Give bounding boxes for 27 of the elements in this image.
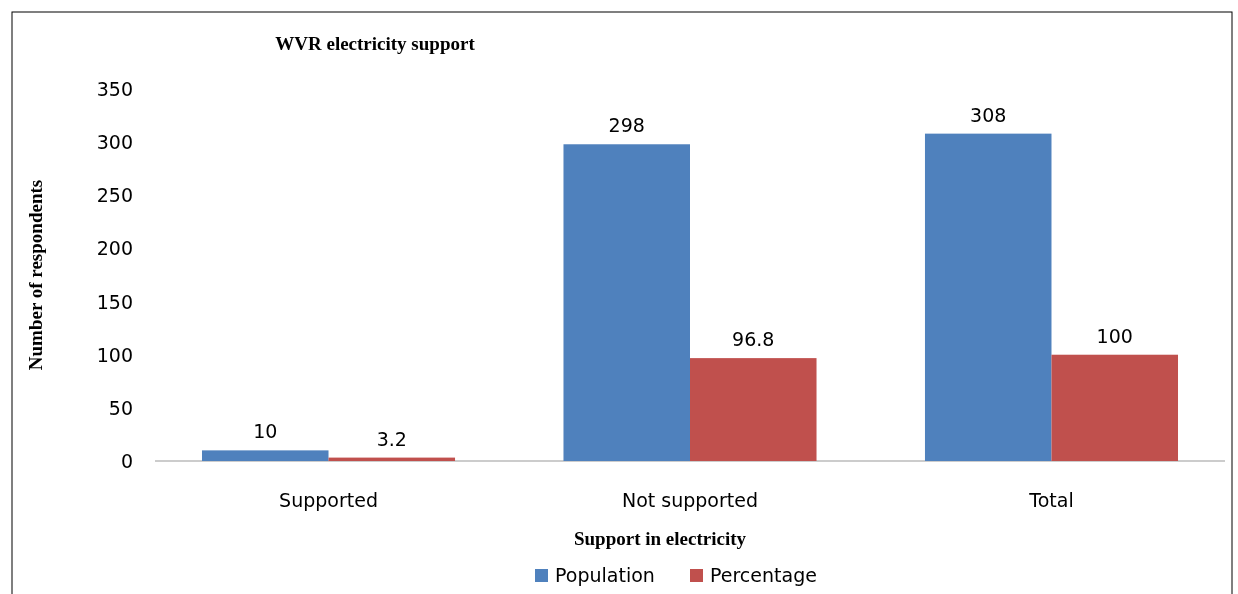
bar: [924, 133, 1052, 461]
y-tick-label: 350: [96, 78, 133, 100]
chart-title: WVR electricity support: [275, 33, 476, 54]
data-label: 298: [608, 114, 645, 137]
y-tick-label: 50: [108, 396, 133, 419]
y-tick-label: 0: [120, 450, 133, 472]
bar: [201, 450, 329, 461]
bar: [1051, 354, 1179, 461]
data-label: 308: [970, 103, 1007, 126]
y-tick-label: 200: [96, 237, 133, 260]
bar: [563, 144, 690, 461]
y-tick-label: 100: [96, 343, 133, 366]
data-label: 10: [253, 420, 278, 443]
y-tick-label: 250: [96, 184, 133, 207]
data-label: 96.8: [732, 328, 775, 351]
x-tick-label: Total: [1028, 489, 1074, 511]
x-axis-title: Support in electricity: [573, 528, 747, 549]
legend-label: Percentage: [710, 564, 817, 586]
y-tick-label: 300: [96, 131, 133, 154]
x-tick-label: Supported: [279, 489, 378, 511]
y-axis-title: Number of respondents: [25, 179, 46, 371]
x-tick-label: Not supported: [621, 489, 759, 511]
bar: [690, 358, 817, 461]
data-label: 3.2: [376, 427, 407, 450]
legend-label: Population: [555, 564, 655, 586]
y-tick-label: 150: [96, 290, 133, 313]
data-label: 100: [1096, 324, 1133, 347]
